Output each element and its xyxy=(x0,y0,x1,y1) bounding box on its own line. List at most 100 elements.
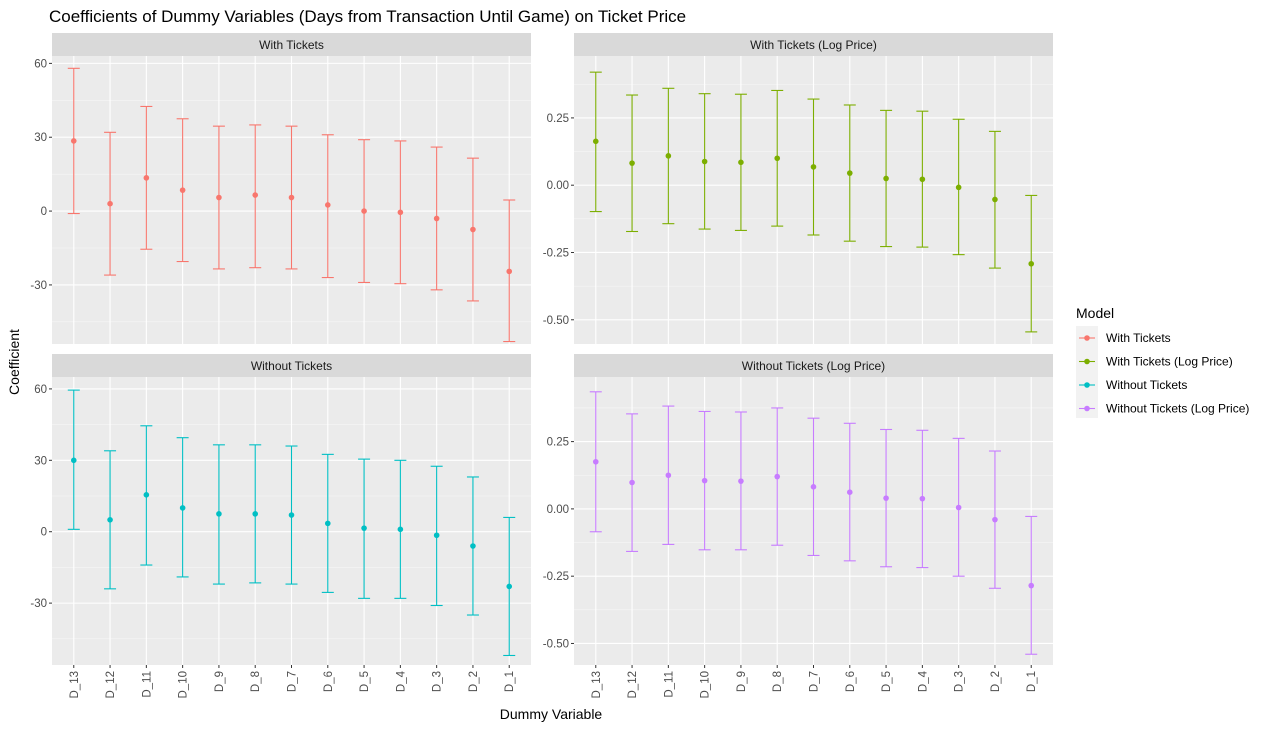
legend-title: Model xyxy=(1076,305,1114,321)
y-tick-label: -0.50 xyxy=(543,638,569,650)
x-tick-label: D_2 xyxy=(468,671,480,692)
x-tick-label: D_6 xyxy=(845,671,857,692)
x-tick-label: D_12 xyxy=(627,671,639,699)
data-point xyxy=(324,520,331,527)
facet-panels: With Tickets -30 0 30 60 With Tickets (Log Pr… xyxy=(30,33,1053,699)
legend-item: Without Tickets xyxy=(1079,378,1187,392)
facet-strip xyxy=(52,354,531,377)
y-tick-label: 30 xyxy=(34,455,47,467)
data-point xyxy=(592,138,599,145)
y-tick-label: 0.00 xyxy=(547,504,569,516)
x-tick-label: D_8 xyxy=(250,671,262,692)
x-tick-label: D_3 xyxy=(432,671,444,692)
facet-panel: With Tickets (Log Price) -0.50 -0.25 0.00 0.… xyxy=(543,33,1053,344)
facet-panel: With Tickets -30 0 30 60 xyxy=(30,33,531,344)
y-tick-label: -30 xyxy=(30,280,47,292)
y-tick-label: -0.25 xyxy=(543,571,569,583)
x-tick-label: D_9 xyxy=(214,671,226,692)
legend-key-point xyxy=(1084,405,1090,412)
data-point xyxy=(107,200,113,207)
legend: Model With Tickets With Tickets (Log Pric… xyxy=(1076,305,1249,418)
data-point xyxy=(883,495,889,501)
legend-key-background xyxy=(1076,326,1098,418)
legend-label: With Tickets xyxy=(1106,331,1171,345)
x-tick-label: D_1 xyxy=(504,671,516,692)
data-point xyxy=(288,512,295,518)
x-tick-label: D_3 xyxy=(954,671,966,692)
y-tick-label: 0.25 xyxy=(547,113,569,125)
x-tick-label: D_11 xyxy=(663,671,675,698)
data-point xyxy=(433,215,440,222)
x-tick-label: D_2 xyxy=(990,671,1002,692)
data-point xyxy=(506,268,513,275)
legend-item: With Tickets (Log Price) xyxy=(1079,355,1233,369)
data-point xyxy=(506,583,513,590)
x-tick-label: D_13 xyxy=(69,671,81,699)
data-point xyxy=(179,505,186,511)
data-point xyxy=(288,194,295,201)
x-tick-label: D_7 xyxy=(287,671,299,692)
x-tick-label: D_4 xyxy=(395,670,407,692)
data-point xyxy=(397,209,404,216)
data-point xyxy=(216,194,222,201)
legend-key-point xyxy=(1084,358,1090,365)
data-point xyxy=(955,184,962,191)
legend-label: With Tickets (Log Price) xyxy=(1106,355,1233,369)
data-point xyxy=(883,175,889,182)
data-point xyxy=(592,458,599,465)
data-point xyxy=(252,511,259,517)
y-tick-label: 0.25 xyxy=(547,437,569,449)
facet-strip-label: With Tickets (Log Price) xyxy=(750,38,877,52)
data-point xyxy=(1028,260,1035,267)
facet-strip xyxy=(574,33,1053,56)
x-tick-label: D_4 xyxy=(917,670,929,692)
data-point xyxy=(470,543,476,549)
y-tick-label: 0 xyxy=(41,206,47,218)
facet-strip-label: With Tickets xyxy=(259,38,324,52)
data-point xyxy=(143,175,150,181)
data-point xyxy=(252,192,259,198)
data-point xyxy=(397,526,404,533)
data-point xyxy=(629,479,635,486)
legend-item: With Tickets xyxy=(1079,331,1171,345)
data-point xyxy=(665,153,672,159)
facet-strip-label: Without Tickets xyxy=(251,359,332,373)
legend-label: Without Tickets xyxy=(1106,378,1187,392)
x-tick-label: D_5 xyxy=(359,671,371,692)
data-point xyxy=(143,492,150,498)
chart-title: Coefficients of Dummy Variables (Days fr… xyxy=(49,7,686,26)
data-point xyxy=(1028,582,1035,589)
facet-panel: Without Tickets -30 0 30 60 D_13 D_12 D_11 D_10 D… xyxy=(30,354,531,699)
y-tick-label: 60 xyxy=(34,58,47,70)
data-point xyxy=(919,176,926,183)
data-point xyxy=(179,187,186,193)
x-tick-label: D_6 xyxy=(323,671,335,692)
data-point xyxy=(846,489,853,496)
x-tick-label: D_13 xyxy=(591,671,603,699)
data-point xyxy=(701,158,708,165)
data-point xyxy=(361,208,367,214)
y-tick-label: -0.25 xyxy=(543,247,569,259)
x-tick-label: D_10 xyxy=(700,671,712,699)
data-point xyxy=(107,517,113,523)
data-point xyxy=(774,155,781,162)
data-point xyxy=(70,138,77,144)
legend-item: Without Tickets (Log Price) xyxy=(1079,402,1249,416)
data-point xyxy=(216,511,222,517)
y-tick-label: 0.00 xyxy=(547,180,569,192)
data-point xyxy=(361,525,367,531)
y-tick-label: 60 xyxy=(34,384,47,396)
facet-panel: Without Tickets (Log Price) -0.50 -0.25 0.0… xyxy=(543,354,1053,699)
data-point xyxy=(324,202,331,208)
data-point xyxy=(992,196,998,203)
data-point xyxy=(433,532,440,539)
data-point xyxy=(70,457,77,464)
x-axis-title: Dummy Variable xyxy=(500,706,603,722)
data-point xyxy=(955,504,962,511)
data-point xyxy=(629,160,635,166)
x-tick-label: D_8 xyxy=(772,671,784,692)
facet-strip xyxy=(574,354,1053,377)
x-tick-label: D_5 xyxy=(881,671,893,692)
x-tick-label: D_9 xyxy=(736,671,748,692)
